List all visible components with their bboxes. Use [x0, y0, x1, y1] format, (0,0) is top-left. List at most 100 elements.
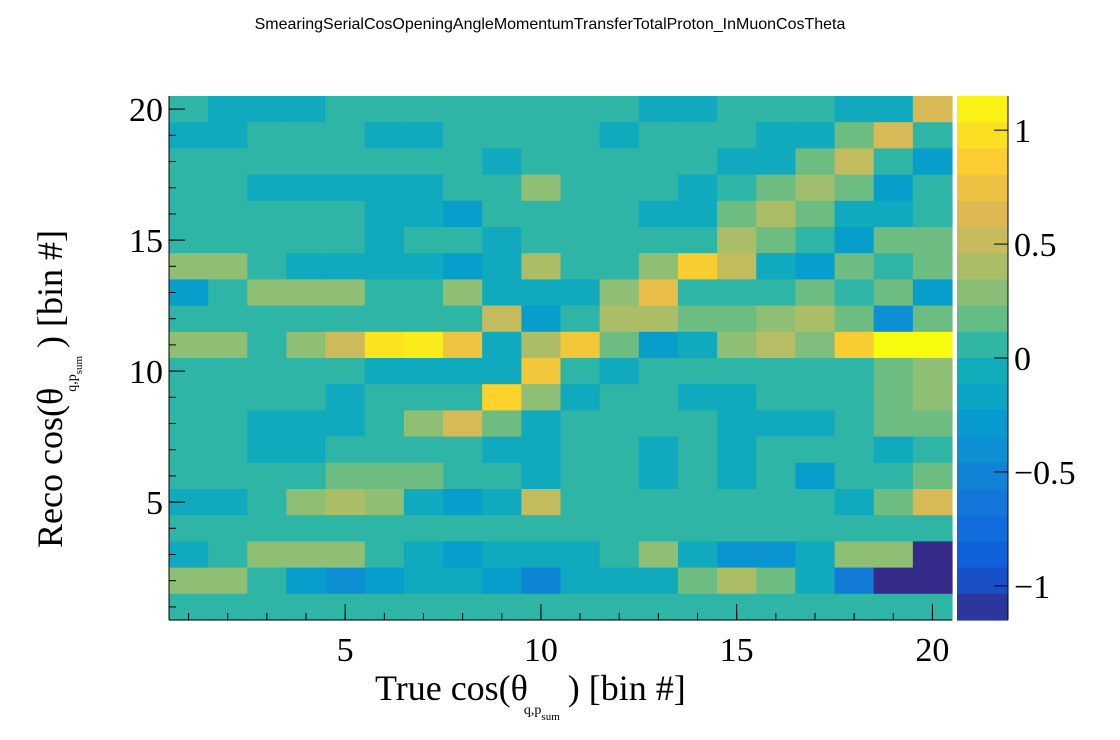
heatmap-cell: [443, 410, 483, 438]
heatmap-cell: [364, 227, 405, 254]
heatmap-cell: [873, 515, 914, 542]
heatmap-cell: [756, 462, 796, 490]
heatmap-cell: [912, 436, 953, 464]
heatmap-cell: [247, 227, 288, 254]
heatmap-cell: [599, 331, 640, 359]
heatmap-cell: [443, 279, 483, 307]
heatmap-cell: [482, 331, 522, 359]
heatmap-cell: [403, 331, 444, 359]
heatmap-cell: [560, 410, 601, 438]
heatmap-cell: [482, 489, 522, 516]
heatmap-cell: [208, 384, 248, 411]
colorbar-segment: [957, 462, 1008, 490]
heatmap-cell: [638, 148, 679, 176]
heatmap-cells: [169, 96, 953, 621]
heatmap-cell: [247, 462, 288, 490]
colorbar-tick-label: 0: [1014, 341, 1031, 378]
heatmap-cell: [403, 122, 444, 149]
heatmap-cell: [521, 253, 562, 280]
heatmap-cell: [208, 436, 248, 464]
heatmap-cell: [834, 305, 875, 333]
chart-title: SmearingSerialCosOpeningAngleMomentumTra…: [254, 16, 846, 33]
colorbar-segment: [957, 358, 1008, 385]
colorbar-segment: [957, 305, 1008, 333]
heatmap-cell: [912, 331, 953, 359]
heatmap-cell: [834, 148, 875, 176]
heatmap-cell: [599, 96, 640, 123]
heatmap-cell: [599, 462, 640, 490]
heatmap-cell: [286, 358, 327, 385]
heatmap-cell: [325, 253, 366, 280]
heatmap-cell: [482, 122, 522, 149]
heatmap-cell: [560, 541, 601, 569]
heatmap-cell: [873, 436, 914, 464]
heatmap-cell: [912, 279, 953, 307]
heatmap-cell: [286, 122, 327, 149]
heatmap-cell: [717, 541, 757, 569]
heatmap-cell: [638, 541, 679, 569]
heatmap-cell: [325, 462, 366, 490]
heatmap-cell: [247, 253, 288, 280]
heatmap-cell: [286, 489, 327, 516]
heatmap-cell: [364, 253, 405, 280]
heatmap-cell: [873, 174, 914, 202]
heatmap-cell: [286, 410, 327, 438]
heatmap-cell: [873, 489, 914, 516]
heatmap-cell: [482, 253, 522, 280]
colorbar-segment: [957, 96, 1008, 123]
colorbar-segment: [957, 253, 1008, 280]
heatmap-cell: [834, 462, 875, 490]
heatmap-cell: [443, 227, 483, 254]
heatmap-cell: [364, 96, 405, 123]
colorbar-tick-label: −0.5: [1014, 455, 1076, 492]
heatmap-cell: [795, 489, 836, 516]
heatmap-cell: [834, 515, 875, 542]
heatmap-cell: [795, 96, 836, 123]
heatmap-cell: [286, 305, 327, 333]
heatmap-cell: [403, 227, 444, 254]
heatmap-cell: [756, 410, 796, 438]
heatmap-cell: [443, 331, 483, 359]
heatmap-cell: [482, 515, 522, 542]
heatmap-cell: [912, 515, 953, 542]
heatmap-cell: [521, 279, 562, 307]
heatmap-cell: [756, 122, 796, 149]
heatmap-cell: [717, 462, 757, 490]
heatmap-cell: [795, 541, 836, 569]
heatmap-cell: [795, 122, 836, 149]
heatmap-cell: [677, 305, 718, 333]
heatmap-cell: [247, 436, 288, 464]
heatmap-cell: [286, 174, 327, 202]
heatmap-cell: [286, 541, 327, 569]
heatmap-cell: [560, 567, 601, 595]
heatmap-cell: [443, 541, 483, 569]
heatmap-cell: [208, 567, 248, 595]
colorbar-segment: [957, 122, 1008, 149]
heatmap-cell: [247, 515, 288, 542]
heatmap-cell: [247, 384, 288, 411]
heatmap-cell: [443, 96, 483, 123]
heatmap-cell: [286, 279, 327, 307]
heatmap-cell: [560, 462, 601, 490]
heatmap-cell: [403, 567, 444, 595]
heatmap-cell: [403, 200, 444, 228]
x-axis-title: True cos(θ q,psum) [bin #]: [375, 668, 686, 723]
heatmap-cell: [599, 541, 640, 569]
colorbar-tick-label: 1: [1014, 113, 1031, 150]
heatmap-cell: [521, 436, 562, 464]
heatmap-cell: [560, 148, 601, 176]
heatmap-cell: [717, 253, 757, 280]
heatmap-cell: [521, 541, 562, 569]
heatmap-cell: [521, 200, 562, 228]
heatmap-cell: [403, 436, 444, 464]
heatmap-cell: [364, 200, 405, 228]
heatmap-cell: [599, 253, 640, 280]
heatmap-cell: [443, 358, 483, 385]
heatmap-cell: [286, 253, 327, 280]
heatmap-cell: [599, 148, 640, 176]
heatmap-cell: [247, 489, 288, 516]
heatmap-cell: [677, 279, 718, 307]
heatmap-cell: [834, 279, 875, 307]
heatmap-cell: [208, 305, 248, 333]
